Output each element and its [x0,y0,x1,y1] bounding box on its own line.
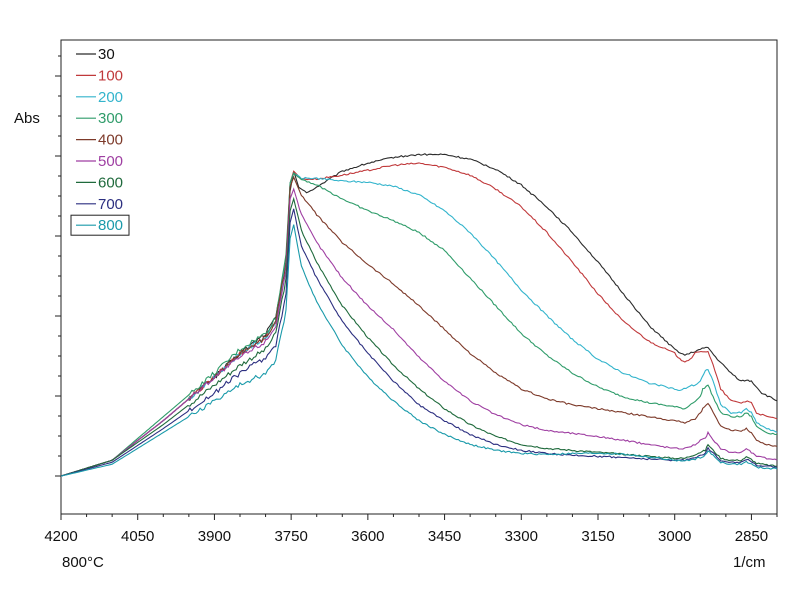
series-line-300 [60,172,777,477]
series-line-400 [60,175,778,477]
series-line-200 [60,172,778,477]
x-tick-label: 3750 [274,528,307,545]
x-tick-label: 4200 [44,528,77,545]
legend-label-700: 700 [98,196,123,213]
legend: 30 100 200 300 400 500 600 700 800 [70,46,130,236]
legend-highlight-box [70,214,130,236]
series-line-800 [60,224,778,477]
x-tick-label: 3600 [351,528,384,545]
plot-frame [60,39,778,515]
y-axis-ticks [55,55,61,477]
legend-label-500: 500 [98,153,123,170]
series-line-600 [60,196,778,477]
legend-label-400: 400 [98,132,123,149]
temperature-footnote: 800°C [62,554,104,571]
series-line-30 [60,153,778,477]
x-tick-label: 3900 [198,528,231,545]
x-tick-label: 3300 [505,528,538,545]
legend-label-800: 800 [98,217,123,234]
legend-label-600: 600 [98,174,123,191]
x-tick-label: 3450 [428,528,461,545]
series-line-700 [60,208,778,477]
x-tick-label: 2850 [735,528,768,545]
legend-label-200: 200 [98,89,123,106]
x-tick-label: 4050 [121,528,154,545]
x-axis-label: 1/cm [733,554,766,571]
x-tick-label: 3150 [581,528,614,545]
series-layer [60,153,778,477]
legend-label-30: 30 [98,46,115,63]
series-line-500 [60,187,778,477]
x-axis-ticks: 4200 4050 3900 3750 3600 3450 3300 3150 3000 2850 [44,514,778,545]
x-tick-label: 3000 [658,528,691,545]
y-axis-label: Abs [14,110,40,127]
legend-label-100: 100 [98,67,123,84]
legend-label-300: 300 [98,110,123,127]
